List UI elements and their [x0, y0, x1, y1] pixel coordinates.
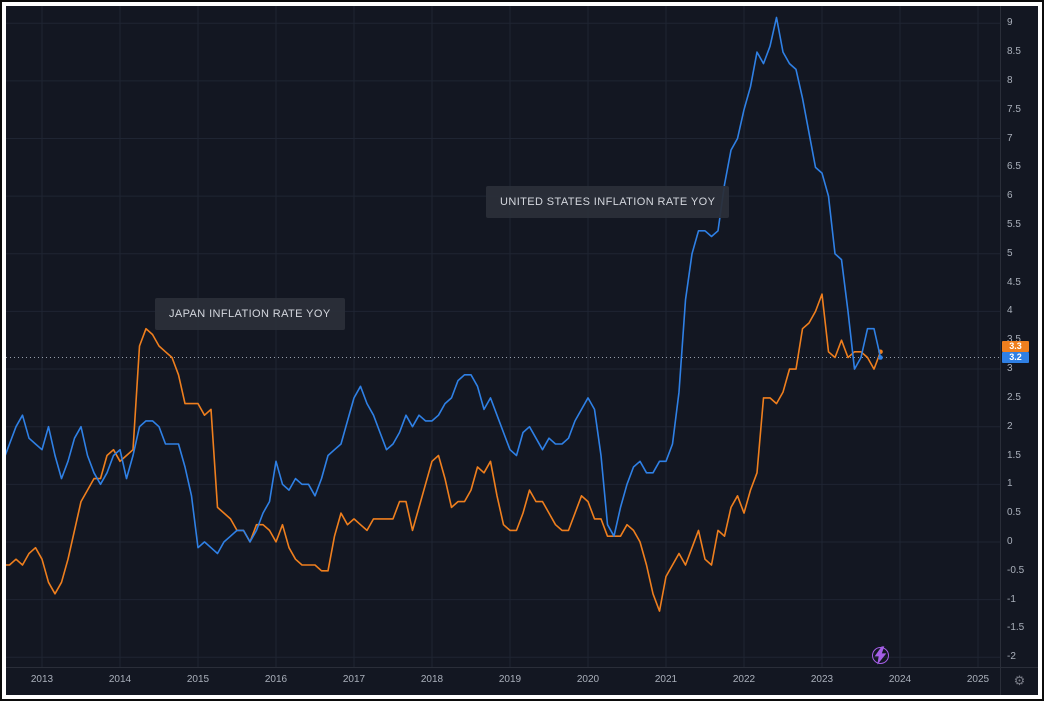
price-tick-label: 0.5: [1007, 507, 1021, 519]
year-tick-label: 2018: [420, 674, 444, 685]
year-tick-label: 2024: [888, 674, 912, 685]
year-tick-label: 2014: [108, 674, 132, 685]
chart-panel: UNITED STATES INFLATION RATE YOY JAPAN I…: [6, 6, 1038, 695]
us-series-label[interactable]: UNITED STATES INFLATION RATE YOY: [486, 186, 730, 218]
price-tick-label: 5: [1007, 247, 1013, 259]
year-tick-label: 2025: [966, 674, 990, 685]
time-axis[interactable]: 2013 2014 2015 2016 2017 2018 2019 2020 2021 2022…: [6, 667, 1000, 695]
price-tick-label: -2: [1007, 651, 1016, 663]
price-tick-label: 9: [1007, 17, 1013, 29]
price-tick-label: 8.5: [1007, 46, 1021, 58]
price-tick-label: 4: [1007, 305, 1013, 317]
price-tick-label: 4.5: [1007, 276, 1021, 288]
price-tick-label: 1.5: [1007, 449, 1021, 461]
japan-price-badge: 3.3: [1002, 341, 1029, 353]
year-tick-label: 2015: [186, 674, 210, 685]
price-tick-label: 8: [1007, 74, 1013, 86]
price-tick-label: 1: [1007, 478, 1013, 490]
japan-inflation-line[interactable]: [6, 293, 882, 612]
price-axis[interactable]: 3.3 3.2 9 8.5 8 7.5 7 6.5 6 5.5 5 4.5 4 3.5 3 2.5 2 1.5…: [1000, 6, 1038, 667]
us-last-point-marker: [878, 355, 883, 360]
price-tick-label: 3: [1007, 363, 1013, 375]
year-tick-label: 2021: [654, 674, 678, 685]
price-tick-label: 2: [1007, 420, 1013, 432]
year-tick-label: 2016: [264, 674, 288, 685]
price-tick-label: 7: [1007, 132, 1013, 144]
price-tick-label: 0: [1007, 535, 1013, 547]
year-tick-label: 2013: [30, 674, 54, 685]
lightning-icon[interactable]: [872, 646, 889, 665]
price-tick-label: 5.5: [1007, 218, 1021, 230]
price-tick-label: -1: [1007, 593, 1016, 605]
settings-gear-icon[interactable]: ⚙: [1013, 674, 1026, 689]
axis-corner: ⚙: [1000, 667, 1038, 695]
lightning-bolt-glyph: [874, 646, 887, 665]
japan-series-label[interactable]: JAPAN INFLATION RATE YOY: [155, 298, 345, 330]
price-tick-label: 3.5: [1007, 334, 1021, 346]
year-tick-label: 2019: [498, 674, 522, 685]
year-tick-label: 2022: [732, 674, 756, 685]
price-tick-label: -0.5: [1007, 564, 1025, 576]
price-tick-label: 7.5: [1007, 103, 1021, 115]
price-tick-label: 6.5: [1007, 161, 1021, 173]
tradingview-logo-glyph: [24, 642, 1000, 667]
price-tick-label: 2.5: [1007, 391, 1021, 403]
year-tick-label: 2017: [342, 674, 366, 685]
us-inflation-line[interactable]: [6, 16, 882, 555]
year-tick-label: 2020: [576, 674, 600, 685]
price-tick-label: 6: [1007, 190, 1013, 202]
plot-area[interactable]: UNITED STATES INFLATION RATE YOY JAPAN I…: [6, 6, 1000, 667]
price-tick-label: -1.5: [1007, 622, 1025, 634]
us-price-badge: 3.2: [1002, 352, 1029, 364]
year-tick-label: 2023: [810, 674, 834, 685]
chart-svg: [6, 6, 1000, 667]
tradingview-logo-icon[interactable]: [24, 642, 1000, 667]
